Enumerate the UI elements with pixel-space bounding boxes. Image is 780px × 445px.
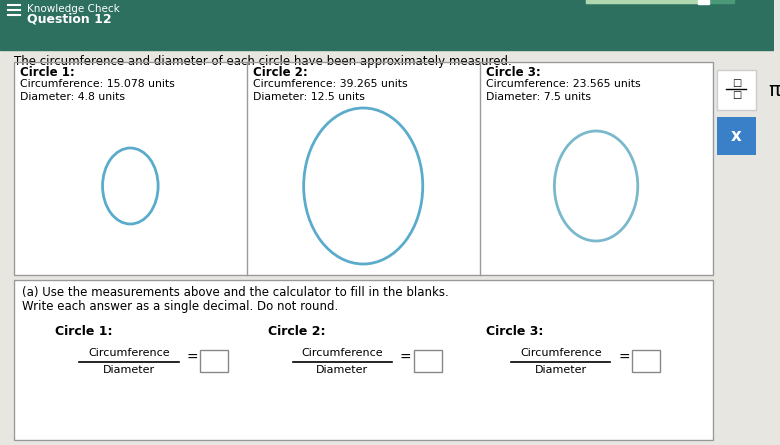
Text: Diameter: 7.5 units: Diameter: 7.5 units [486,92,590,102]
Bar [586,0,734,3]
Text: Circle 2:: Circle 2: [253,66,307,79]
Text: Write each answer as a single decimal. Do not round.: Write each answer as a single decimal. D… [22,300,338,313]
Text: x: x [731,127,742,145]
Text: Question 12: Question 12 [27,12,112,25]
Bar [717,70,756,110]
Text: =: = [619,351,630,365]
Text: Circumference: 39.265 units: Circumference: 39.265 units [253,79,407,89]
Text: Circle 3:: Circle 3: [486,66,541,79]
Text: Circumference: Circumference [302,348,383,358]
Text: The circumference and diameter of each circle have been approximately measured.: The circumference and diameter of each c… [14,55,512,68]
Text: =: = [186,351,198,365]
Text: □: □ [732,90,741,100]
Bar [717,117,756,155]
Text: Diameter: Diameter [534,365,587,375]
Text: Circumference: Circumference [520,348,601,358]
Text: Circle 1:: Circle 1: [55,325,112,338]
Bar [14,280,713,440]
Text: Diameter: Diameter [103,365,155,375]
Text: □: □ [732,78,741,88]
Text: Diameter: 4.8 units: Diameter: 4.8 units [20,92,125,102]
Bar [697,0,708,4]
Bar [414,350,441,372]
Text: Circle 2:: Circle 2: [268,325,325,338]
Text: π: π [768,81,780,100]
Bar [200,350,229,372]
Bar [0,0,774,50]
Text: (a) Use the measurements above and the calculator to fill in the blanks.: (a) Use the measurements above and the c… [22,286,448,299]
Text: Circle 1:: Circle 1: [20,66,75,79]
Text: Diameter: 12.5 units: Diameter: 12.5 units [253,92,364,102]
Bar [586,0,700,3]
Text: Circumference: Circumference [88,348,170,358]
Text: Knowledge Check: Knowledge Check [27,4,119,14]
Bar [632,350,660,372]
Text: Diameter: Diameter [317,365,368,375]
Text: Circle 3:: Circle 3: [486,325,544,338]
Text: Circumference: 23.565 units: Circumference: 23.565 units [486,79,640,89]
Text: =: = [400,351,412,365]
Bar [14,62,713,275]
Text: Circumference: 15.078 units: Circumference: 15.078 units [20,79,175,89]
